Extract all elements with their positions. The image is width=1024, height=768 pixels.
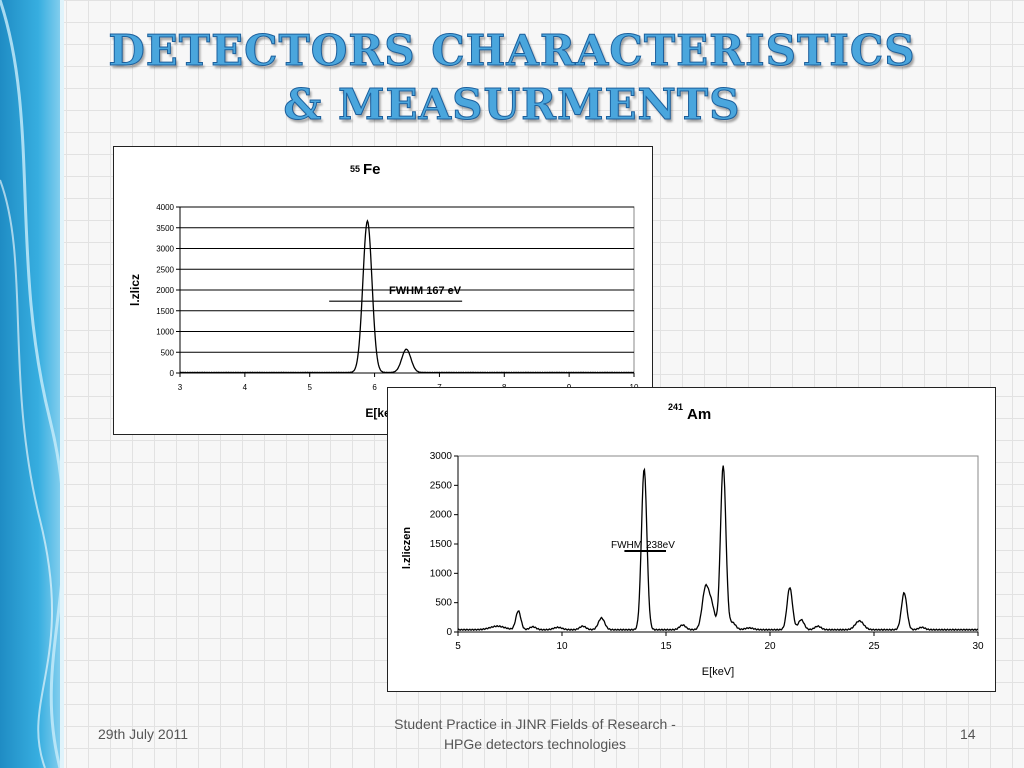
x-tick-label: 25 <box>868 641 880 652</box>
page-number: 14 <box>960 726 976 742</box>
am241-x-axis-label: E[keV] <box>702 666 734 678</box>
x-tick-label: 5 <box>455 641 461 652</box>
x-tick-label: 20 <box>764 641 776 652</box>
y-tick-label: 500 <box>435 598 452 609</box>
slide-title-line-2: & MEASURMENTS <box>283 80 741 130</box>
y-tick-label: 0 <box>170 369 175 378</box>
y-tick-label: 3500 <box>156 224 174 233</box>
x-tick-label: 3 <box>178 383 183 392</box>
spectrum-line <box>457 465 979 632</box>
y-tick-label: 4000 <box>156 203 174 212</box>
spectrum-line <box>179 219 635 374</box>
fe55-title-element: Fe <box>363 161 381 178</box>
x-tick-label: 6 <box>372 383 377 392</box>
y-tick-label: 2500 <box>430 480 453 491</box>
y-tick-label: 1000 <box>156 328 174 337</box>
fe55-title-mass: 55 <box>350 164 360 174</box>
am241-y-axis-label: l.zliczen <box>401 527 413 569</box>
x-tick-label: 5 <box>307 383 312 392</box>
am241-fwhm-label: FWHM <box>611 540 642 551</box>
x-tick-label: 30 <box>972 641 984 652</box>
y-tick-label: 2000 <box>430 510 453 521</box>
x-tick-label: 15 <box>660 641 672 652</box>
y-tick-label: 0 <box>446 627 452 638</box>
fe55-y-axis-label: l.zlicz <box>128 274 142 306</box>
y-tick-label: 1000 <box>430 568 453 579</box>
footer-presentation-info: Student Practice in JINR Fields of Resea… <box>360 714 710 754</box>
y-tick-label: 3000 <box>156 245 174 254</box>
y-tick-label: 3000 <box>430 451 453 462</box>
y-tick-label: 1500 <box>156 307 174 316</box>
fe55-chart-panel: 55 Fe 0 500 1000 1500 2000 2500 3000 3500 4000 3 4… <box>113 146 653 435</box>
am241-fwhm-value: 238eV <box>646 540 675 551</box>
am241-chart-panel: 241 Am 0 500 1000 1500 2000 2500 3000 5 10 15 20 25… <box>387 387 996 692</box>
y-tick-label: 2000 <box>156 286 174 295</box>
slide-title-line-1: DETECTORS CHARACTERISTICS <box>108 26 916 76</box>
fe55-spectrum-chart: 55 Fe 0 500 1000 1500 2000 2500 3000 3500 4000 3 4… <box>128 161 639 420</box>
footer-center-line-2: HPGe detectors technologies <box>443 736 627 752</box>
x-tick-label: 10 <box>556 641 568 652</box>
footer-center-line-1: Student Practice in JINR Fields of Resea… <box>394 716 676 732</box>
am241-title-element: Am <box>687 406 711 423</box>
footer-date: 29th July 2011 <box>98 726 189 742</box>
am241-spectrum-chart: 241 Am 0 500 1000 1500 2000 2500 3000 5 10 15 20 25… <box>401 402 984 678</box>
am241-title-mass: 241 <box>668 402 683 412</box>
side-decoration-band <box>0 0 64 768</box>
fe55-fwhm-annotation: FWHM 167 eV <box>389 285 462 297</box>
y-tick-label: 2500 <box>156 265 174 274</box>
x-tick-label: 4 <box>243 383 248 392</box>
y-tick-label: 1500 <box>430 539 453 550</box>
y-tick-label: 500 <box>161 348 175 357</box>
